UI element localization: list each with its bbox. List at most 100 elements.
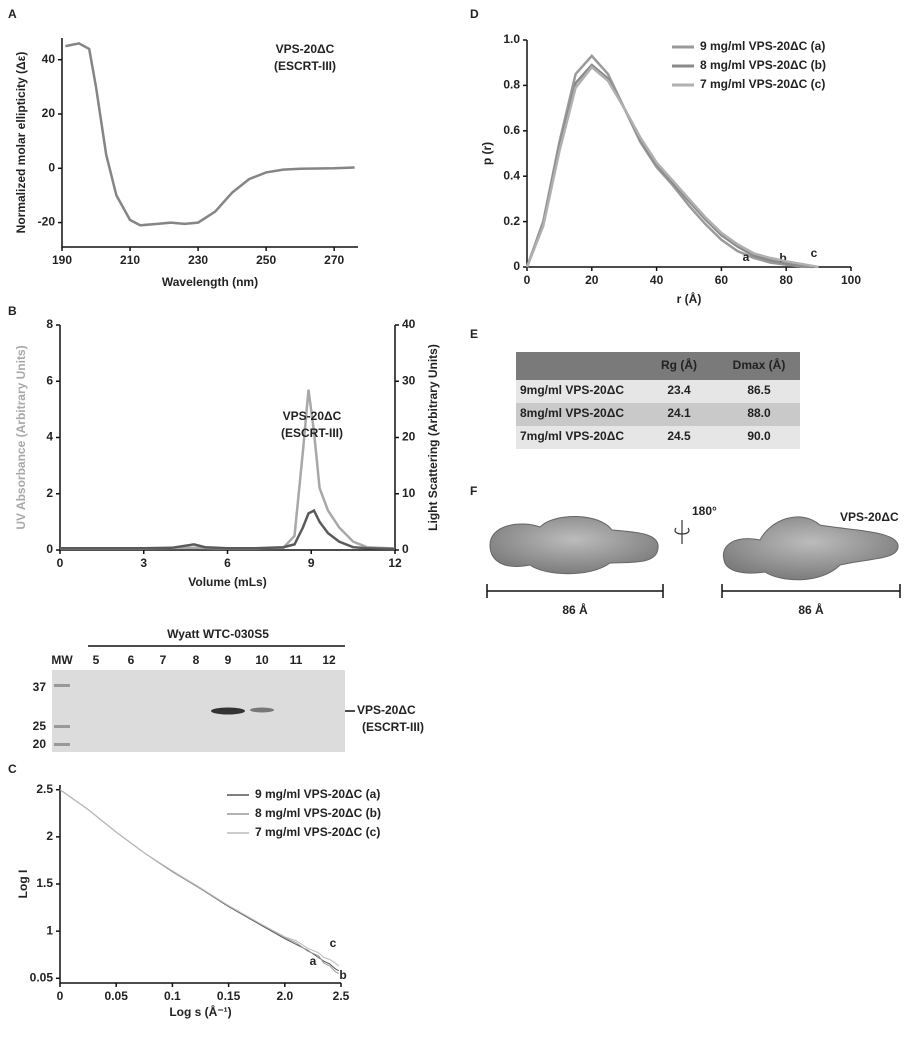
envelope-shape: [489, 516, 659, 575]
series-label: c: [811, 246, 818, 260]
legend-label: 7 mg/ml VPS-20ΔC (c): [255, 825, 380, 839]
y2-tick-label: 0: [402, 542, 409, 556]
x-tick-label: 20: [585, 273, 599, 287]
x-tick-label: 0.15: [217, 989, 241, 1003]
y-tick-label: 4: [46, 430, 53, 444]
series-label: a: [743, 250, 750, 264]
x-tick-label: 100: [841, 273, 861, 287]
scale-bar-label: 86 Å: [562, 602, 588, 617]
x-tick-label: 60: [715, 273, 729, 287]
y-tick-label: 40: [42, 52, 56, 66]
y-tick-label: 0.2: [503, 214, 520, 228]
x-tick-label: 210: [120, 253, 140, 267]
x-tick-label: 0: [57, 989, 64, 1003]
x-tick-label: 9: [308, 556, 315, 570]
rotation-icon: [674, 520, 690, 544]
envelope-shape: [722, 516, 899, 581]
table-row-label: 7mg/ml VPS-20ΔC: [520, 429, 624, 443]
y-tick-label: 8: [46, 317, 53, 331]
scale-bar-label: 86 Å: [798, 602, 824, 617]
data-line: [59, 789, 340, 967]
y-tick-label: 0.8: [503, 78, 520, 92]
table-row: [516, 380, 800, 403]
y-tick-label: 6: [46, 373, 53, 387]
x-tick-label: 12: [388, 556, 402, 570]
legend-label: 8 mg/ml VPS-20ΔC (b): [700, 58, 826, 72]
series-label: a: [310, 954, 317, 968]
x-tick-label: 0: [57, 556, 64, 570]
panel-label: E: [470, 327, 478, 341]
y2-tick-label: 20: [402, 430, 416, 444]
x-tick-label: 190: [52, 253, 72, 267]
x-axis-label: r (Å): [677, 291, 702, 306]
lane-label: 10: [255, 653, 269, 667]
legend-label: 9 mg/ml VPS-20ΔC (a): [255, 787, 380, 801]
y-axis-label: p (r): [480, 142, 494, 165]
data-line: [525, 54, 808, 269]
table-row-label: 8mg/ml VPS-20ΔC: [520, 406, 624, 420]
marker-label: 20: [33, 737, 47, 751]
gel-title: Wyatt WTC-030S5: [167, 627, 269, 641]
rotation-label: 180°: [692, 504, 717, 518]
panel-label: F: [470, 484, 477, 498]
table-cell: 23.4: [667, 383, 691, 397]
panel-label: D: [470, 7, 479, 21]
annotation: VPS-20ΔC: [283, 409, 342, 423]
y-tick-label: 0: [46, 542, 53, 556]
panel-label: C: [8, 762, 17, 776]
y-tick-label: 0.05: [30, 970, 54, 984]
lane-label: 6: [128, 653, 135, 667]
scale-bar: [721, 584, 901, 598]
lane-label: 7: [160, 653, 167, 667]
structure-name: VPS-20ΔC: [840, 510, 899, 524]
x-axis-label: Volume (mLs): [188, 575, 266, 589]
legend-label: 7 mg/ml VPS-20ΔC (c): [700, 77, 825, 91]
table-cell: 24.1: [667, 406, 691, 420]
y-tick-label: 0.4: [503, 168, 520, 182]
x-tick-label: 270: [324, 253, 344, 267]
y-tick-label: 2.5: [36, 782, 53, 796]
x-tick-label: 80: [780, 273, 794, 287]
table-header: [516, 352, 800, 380]
x-tick-label: 6: [224, 556, 231, 570]
x-tick-label: 230: [188, 253, 208, 267]
y-tick-label: 1.0: [503, 32, 520, 46]
x-tick-label: 2.5: [333, 989, 350, 1003]
table-cell: 90.0: [747, 429, 771, 443]
annotation: VPS-20ΔC: [276, 42, 335, 56]
annotation: (ESCRT-III): [274, 59, 336, 73]
x-tick-label: 3: [140, 556, 147, 570]
y-tick-label: 2: [46, 829, 53, 843]
marker-band: [54, 725, 70, 728]
lane-label: MW: [51, 653, 73, 667]
series-label: b: [779, 251, 786, 265]
x-axis-label: Log s (Å⁻¹): [169, 1004, 231, 1019]
x-tick-label: 0: [524, 273, 531, 287]
legend-label: 9 mg/ml VPS-20ΔC (a): [700, 39, 825, 53]
marker-label: 25: [33, 719, 47, 733]
lane-label: 9: [225, 653, 232, 667]
gel-image: [52, 670, 345, 752]
series-label: c: [330, 936, 337, 950]
band-label: (ESCRT-III): [362, 720, 424, 734]
table-row: [516, 403, 800, 426]
panel-label: A: [8, 7, 17, 21]
panel-label: B: [8, 304, 17, 318]
marker-band: [54, 743, 70, 746]
y-tick-label: 2: [46, 486, 53, 500]
data-line: [525, 65, 819, 269]
y-axis-label: UV Absorbance (Arbitrary Units): [14, 345, 28, 529]
table-row: [516, 426, 800, 449]
table-header-cell: Dmax (Å): [733, 357, 786, 372]
lane-label: 5: [93, 653, 100, 667]
lane-label: 12: [322, 653, 336, 667]
data-line: [60, 508, 396, 551]
x-axis-label: Wavelength (nm): [162, 275, 258, 289]
lane-label: 11: [290, 653, 303, 667]
lane-label: 8: [193, 653, 200, 667]
y-tick-label: 0.6: [503, 123, 520, 137]
y-tick-label: 1: [46, 923, 53, 937]
protein-band: [250, 707, 274, 713]
protein-band: [211, 707, 245, 715]
axis-line: [59, 325, 396, 551]
